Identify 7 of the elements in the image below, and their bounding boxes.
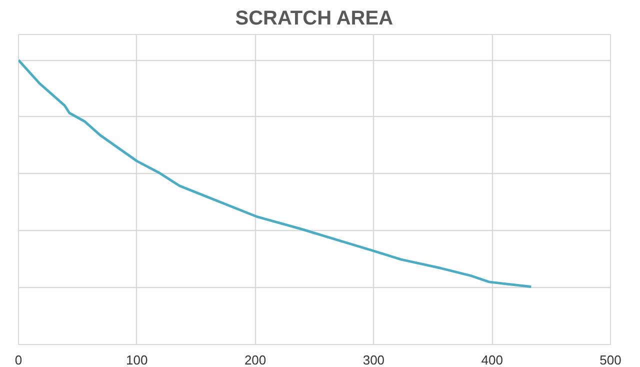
x-tick-label: 300 [362,352,385,367]
x-tick-label: 400 [481,352,503,367]
chart-title: SCRATCH AREA [235,8,394,30]
x-tick-label: 200 [244,352,266,367]
x-tick-label: 100 [126,352,148,367]
x-tick-label: 500 [600,352,622,367]
x-tick-label: 0 [14,352,22,367]
